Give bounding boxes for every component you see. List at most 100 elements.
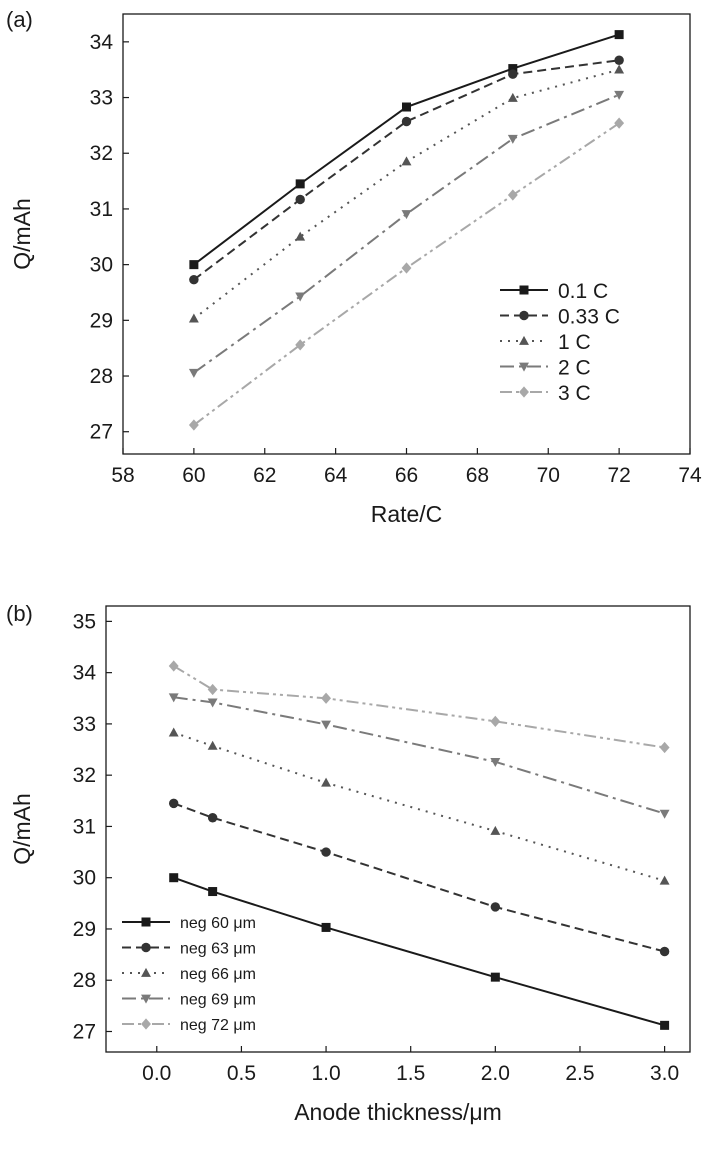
panel-b-x-tick-label: 0.0 [142, 1062, 171, 1085]
panel-b-data-point [207, 698, 218, 708]
panel-b-y-tick-label: 32 [73, 764, 96, 787]
panel-a-legend-marker [519, 335, 529, 345]
panel-a-data-point [295, 194, 305, 205]
panel-a-legend-marker [519, 362, 529, 372]
panel-b-data-point [207, 683, 218, 696]
panel-b-y-axis-title: Q/mAh [9, 793, 35, 865]
panel-a-data-point [189, 260, 199, 270]
panel-a-data-point [401, 210, 412, 220]
panel-a-y-tick-label: 27 [90, 421, 113, 444]
panel-a-data-point [401, 262, 412, 274]
panel-b-series-line-5 [173, 665, 665, 749]
panel-a-legend-label: 0.1 C [558, 280, 608, 303]
panel-a-data-point [188, 368, 199, 378]
panel-a-data-point [295, 179, 305, 189]
panel-b-legend-marker [141, 994, 151, 1004]
panel-b-data-point [168, 693, 179, 703]
panel-a-data-point [507, 92, 518, 102]
panel-b-x-tick-label: 2.0 [481, 1062, 510, 1085]
panel-b-x-tick-label: 3.0 [650, 1062, 679, 1085]
panel-b-data-point [208, 887, 218, 897]
panel-b-y-tick-label: 33 [73, 713, 96, 736]
panel-b-data-point [659, 809, 670, 819]
panel-a-x-tick-label: 70 [537, 464, 560, 487]
panel-b-series-line-4 [173, 696, 665, 815]
panel-b-data-point [659, 741, 670, 754]
panel-a-series-line-2 [193, 59, 620, 281]
panel-a-data-point [295, 231, 306, 241]
panel-b-data-point [660, 1020, 670, 1030]
panel-b-legend-label: neg 60 μm [180, 915, 256, 932]
panel-a-legend-label: 2 C [558, 357, 591, 380]
panel-b-legend-label: neg 69 μm [180, 992, 256, 1009]
panel-b-data-point [659, 946, 670, 957]
panel-a-y-axis-title: Q/mAh [9, 198, 35, 270]
panel-b-x-axis-title: Anode thickness/μm [294, 1099, 502, 1125]
panel-b-y-tick-label: 35 [73, 610, 96, 633]
panel-a-x-tick-label: 62 [253, 464, 276, 487]
panel-b-axes-frame [105, 605, 691, 1053]
panel-a-x-tick-label: 66 [395, 464, 418, 487]
panel-a-data-point [614, 90, 625, 100]
panel-b-data-point [168, 798, 179, 809]
panel-a-legend-label: 3 C [558, 382, 591, 405]
panel-a-x-tick-label: 74 [678, 464, 702, 487]
panel-b-y-tick-label: 30 [73, 867, 96, 890]
panel-a-y-tick-label: 30 [90, 254, 113, 277]
panel-b-y-tick-label: 34 [73, 662, 97, 685]
panel-b-data-point [321, 692, 332, 704]
panel-a-axes-frame [122, 13, 691, 455]
panel-a-data-point [614, 64, 625, 74]
panel-a-data-point [401, 156, 412, 166]
panel-a-y-tick-label: 31 [90, 198, 113, 221]
panel-a-x-axis-title: Rate/C [371, 501, 443, 527]
panel-a-y-tick-label: 33 [90, 87, 113, 110]
panel-b-data-point [169, 873, 179, 883]
panel-a-data-point [295, 339, 306, 351]
panel-a-x-tick-label: 68 [466, 464, 489, 487]
panel-b-legend-marker [141, 942, 151, 953]
panel-a-legend: 0.1 C 0.33 C1 C 2 C3 C [500, 280, 620, 405]
panel-b-legend-marker [141, 967, 151, 977]
panel-a-data-point [614, 117, 625, 129]
panel-a-data-point [188, 313, 199, 323]
panel-b-legend-marker [141, 1018, 151, 1030]
panel-b-data-point [659, 875, 670, 885]
panel-a-y-tick-label: 28 [90, 365, 113, 388]
panel-a-x-tick-label: 60 [182, 464, 205, 487]
panel-b-data-point [490, 902, 501, 912]
panel-b-data-point [207, 740, 218, 750]
panel-a-legend-label: 1 C [558, 331, 591, 354]
panel-b-label: (b) [6, 601, 33, 626]
panel-a-data-point [507, 134, 518, 144]
panel-a-label: (a) [6, 7, 33, 32]
panel-b-legend-label: neg 72 μm [180, 1017, 256, 1034]
panel-b-data-point [321, 922, 331, 932]
panel-a-legend-label: 0.33 C [558, 306, 620, 329]
panel-a-y-tick-label: 34 [90, 31, 114, 54]
panel-a-y-tick-label: 32 [90, 142, 113, 165]
panel-a-data-point [614, 30, 624, 40]
panel-b-x-tick-label: 2.5 [565, 1062, 594, 1085]
panel-b-x-tick-label: 0.5 [227, 1062, 256, 1085]
panel-a-data-point [614, 55, 624, 65]
panel-b-data-point [490, 715, 501, 727]
panel-a-plot: 58 60 62 64 66 68 70 72 74 27 28 29 30 31 32 33 34 Rate/C… [9, 13, 702, 527]
panel-b-data-point [207, 812, 218, 823]
panel-a-series-line-5 [193, 122, 620, 426]
panel-b-y-tick-label: 27 [73, 1020, 96, 1043]
panel-b-data-point [321, 720, 332, 730]
panel-b-x-tick-label: 1.0 [311, 1062, 340, 1085]
panel-b-legend-label: neg 63 μm [180, 941, 256, 958]
panel-a-legend-marker [519, 386, 529, 398]
panel-b-data-point [490, 825, 501, 835]
panel-b-data-point [168, 727, 179, 737]
panel-b-data-point [490, 972, 500, 982]
panel-a-x-tick-label: 72 [607, 464, 630, 487]
panel-a-data-point [188, 419, 199, 431]
panel-b-plot: 0.0 0.5 1.0 1.5 2.0 2.5 3.0 27 28 29 30 31 32 33 34 35 A… [9, 605, 691, 1125]
panel-b-data-point [321, 777, 332, 787]
panel-b-data-point [321, 847, 331, 857]
